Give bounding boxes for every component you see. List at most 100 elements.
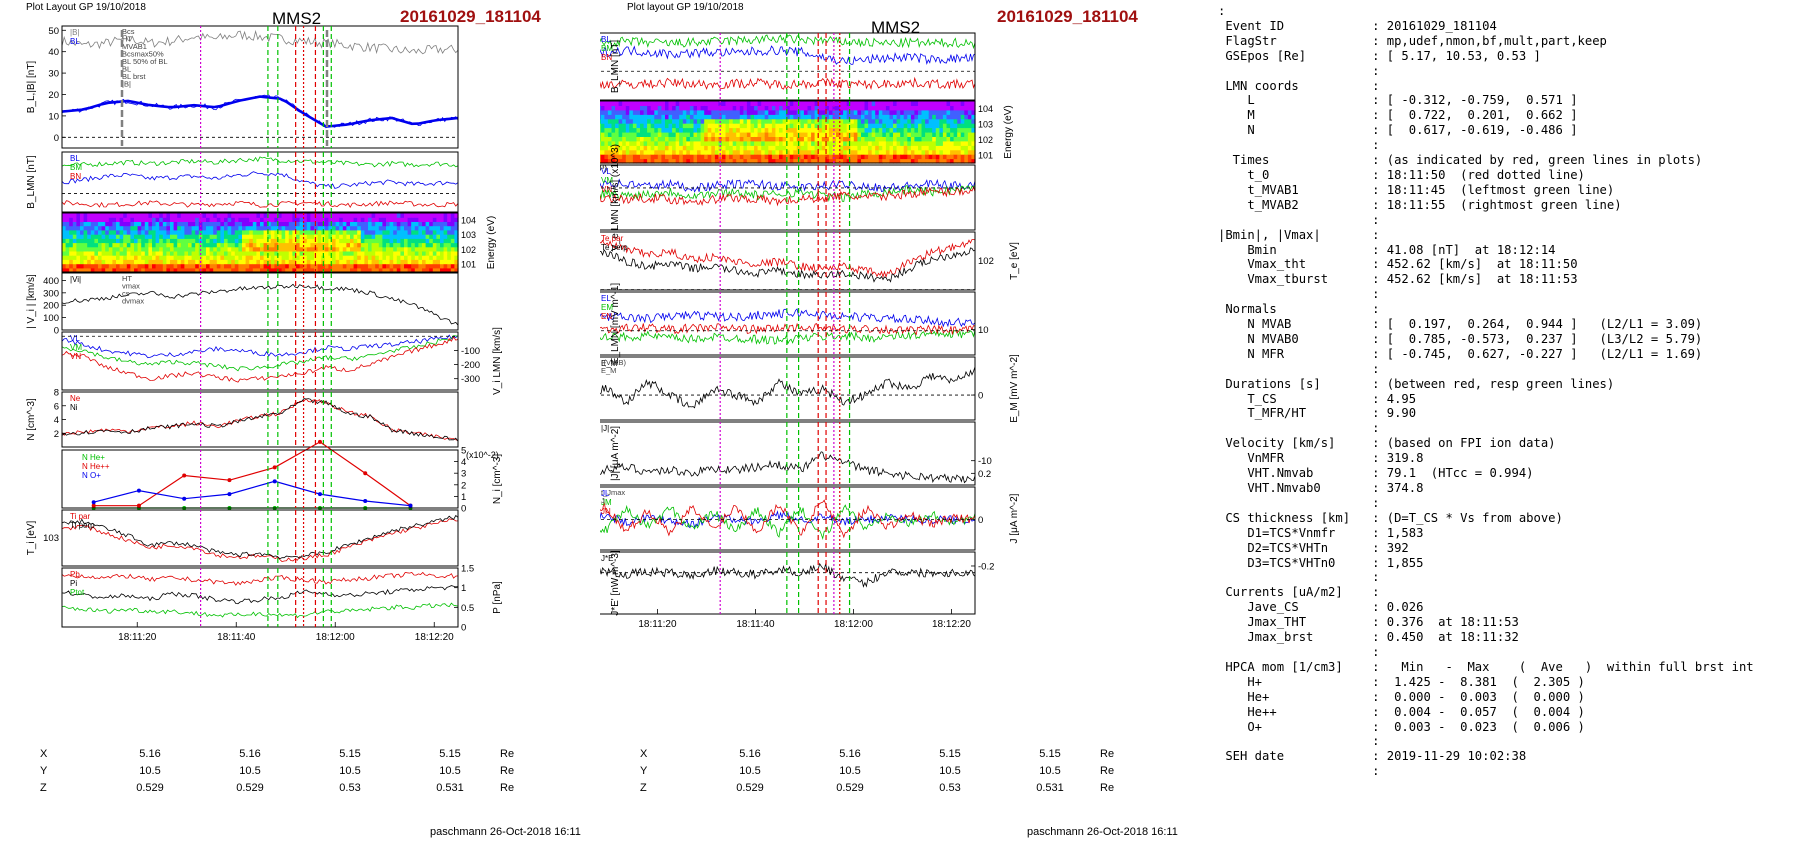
left-ion-spectrogram-cell [371, 234, 376, 239]
left-ion-spectrogram-cell [350, 259, 355, 265]
left-ion-spectrogram-cell [317, 250, 322, 256]
right-electron-spectrogram-cell [789, 114, 794, 120]
right-electron-spectrogram-cell [903, 101, 908, 106]
legend-key: t_Jmax [601, 488, 625, 497]
right-electron-spectrogram-cell [907, 154, 912, 160]
right-electron-spectrogram-cell [689, 132, 695, 137]
left-ion-spectrogram-cell [130, 217, 135, 222]
left-ion-spectrogram-cell [69, 238, 74, 244]
left-ion-spectrogram-cell [162, 259, 167, 265]
left-ion-spectrogram-cell [72, 259, 77, 265]
left-ion-spectrogram-cell [436, 263, 441, 269]
right-electron-spectrogram-cell [697, 149, 702, 155]
right-electron-spectrogram-cell [786, 123, 791, 129]
right-electron-spectrogram-cell [900, 136, 905, 142]
right-electron-spectrogram-cell [607, 158, 613, 164]
right-electron-spectrogram-cell [682, 127, 687, 133]
right-electron-spectrogram-cell [775, 140, 780, 146]
left-ion-spectrogram-cell [98, 225, 103, 231]
left-ion-spectrogram-cell [346, 221, 351, 227]
left-ion-spectrogram-cell [252, 213, 257, 218]
left-ion-spectrogram-cell [418, 229, 423, 235]
left-ion-spectrogram-cell [400, 229, 405, 235]
left-ion-spectrogram-cell [69, 255, 74, 260]
right-electron-spectrogram-cell [657, 127, 662, 133]
right-electron-spectrogram-cell [946, 114, 951, 120]
right-electron-spectrogram-cell [814, 140, 819, 146]
right-electron-spectrogram-cell [957, 158, 962, 164]
left-ion-spectrogram-cell [224, 234, 229, 239]
left-ion-spectrogram-cell [404, 225, 409, 231]
right-electron-spectrogram-cell [771, 149, 777, 155]
left-ion-spectrogram-cell [191, 225, 196, 231]
right-electron-spectrogram-cell [768, 123, 773, 129]
right-electron-spectrogram-cell [882, 127, 887, 133]
left-ion-spectrogram-cell [137, 267, 142, 273]
right-electron-spectrogram-cell [875, 132, 880, 137]
left-ion-spectrogram-cell [324, 234, 329, 239]
right-electron-spectrogram-cell [665, 145, 670, 151]
right-electron-spectrogram-cell [640, 149, 645, 155]
left-ion-spectrogram-cell [209, 229, 214, 235]
right-electron-spectrogram-cell [811, 127, 816, 133]
left-ion-spectrogram-cell [231, 217, 236, 222]
right-electron-spectrogram-cell [836, 105, 841, 111]
right-electron-spectrogram-cell [657, 149, 662, 155]
left-ion-spectrogram-cell [180, 246, 185, 252]
left-ion-spectrogram-cell [303, 221, 308, 227]
right-electron-spectrogram-cell [764, 101, 769, 106]
left-ion-spectrogram-cell [76, 225, 81, 231]
left-ion-spectrogram-cell [368, 217, 373, 222]
right-electron-spectrogram-cell [957, 140, 962, 146]
right-electron-spectrogram-cell [853, 114, 858, 120]
left-ion-spectrogram-cell [270, 255, 275, 260]
left-ion-spectrogram-cell [152, 263, 157, 269]
right-electron-spectrogram-cell [764, 132, 769, 137]
left-ion-spectrogram-cell [72, 267, 77, 273]
right-electron-spectrogram-cell [682, 158, 687, 164]
left-ion-spectrogram-cell [116, 234, 121, 239]
left-ion-spectrogram-cell [105, 255, 110, 260]
right-electron-spectrogram-cell [768, 149, 773, 155]
right-electron-spectrogram-cell [925, 123, 930, 129]
right-electron-spectrogram-cell [682, 123, 687, 129]
left-ion-spectrogram-cell [404, 246, 409, 252]
left-y-tick-label: -200 [461, 360, 480, 371]
right-electron-spectrogram-cell [615, 114, 620, 120]
left-ion-spectrogram-cell [249, 221, 254, 227]
right-electron-spectrogram-cell [743, 132, 748, 137]
right-electron-spectrogram-cell [693, 114, 698, 120]
left-ion-spectrogram-cell [227, 250, 232, 256]
left-ion-spectrogram-cell [105, 229, 110, 235]
left-ion-spectrogram-cell [357, 255, 362, 260]
left-ion-spectrogram-cell [159, 250, 164, 256]
right-electron-spectrogram-cell [903, 105, 908, 111]
right-electron-spectrogram-cell [732, 158, 737, 164]
left-ion-spectrogram-cell [443, 259, 448, 265]
right-electron-spectrogram-cell [953, 105, 958, 111]
right-electron-spectrogram-cell [654, 127, 659, 133]
right-electron-spectrogram-cell [907, 136, 912, 142]
right-electron-spectrogram-cell [768, 114, 773, 120]
right-electron-spectrogram-cell [846, 105, 851, 111]
right-electron-spectrogram-cell [640, 118, 645, 124]
right-electron-spectrogram-cell [793, 123, 798, 129]
left-ion-spectrogram-cell [306, 255, 311, 260]
right-electron-spectrogram-cell [839, 149, 844, 155]
position-value: 5.15 [1039, 747, 1061, 760]
right-electron-spectrogram-cell [836, 149, 841, 155]
left-ion-spectrogram-cell [94, 217, 99, 222]
left-ion-spectrogram-cell [119, 225, 124, 231]
left-ion-spectrogram-cell [195, 242, 200, 248]
right-electron-spectrogram-cell [836, 123, 841, 129]
left-ion-spectrogram-cell [90, 259, 95, 265]
left-ion-spectrogram-cell [440, 213, 445, 218]
left-ion-spectrogram-cell [166, 234, 171, 239]
right-electron-spectrogram-cell [807, 105, 812, 111]
ylabel: T_e [eV] [1009, 242, 1020, 280]
right-electron-spectrogram-cell [921, 105, 926, 111]
right-electron-spectrogram-cell [803, 145, 809, 151]
right-electron-spectrogram-cell [953, 154, 958, 160]
